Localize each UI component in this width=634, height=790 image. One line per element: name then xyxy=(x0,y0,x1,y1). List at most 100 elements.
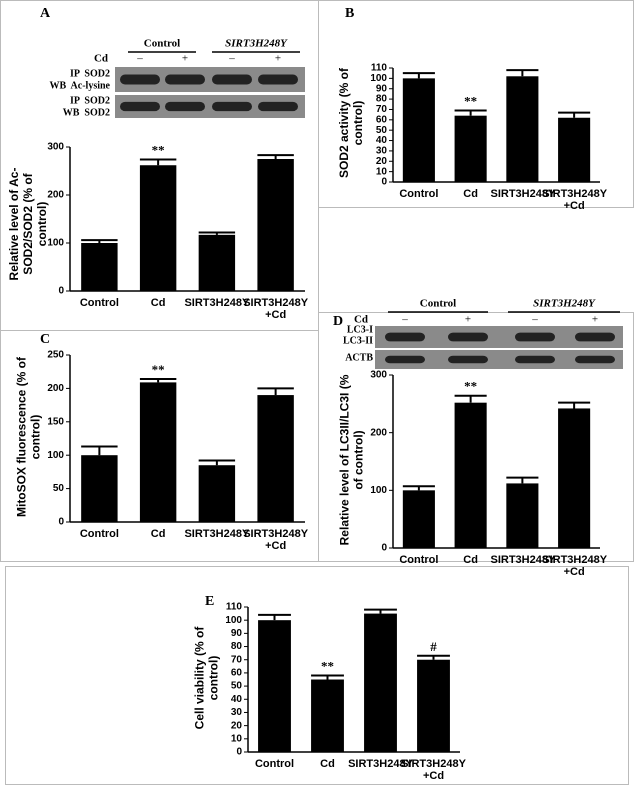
treatment-label: Cd xyxy=(94,53,108,65)
bar xyxy=(258,620,291,752)
y-tick-label: 20 xyxy=(376,156,388,167)
y-tick-label: 110 xyxy=(371,63,388,74)
significance: ** xyxy=(321,659,334,674)
blot-row-label: WB SOD2 xyxy=(63,107,110,118)
blot-band xyxy=(515,355,555,364)
treatment-sign: + xyxy=(592,314,598,326)
significance: # xyxy=(430,639,437,654)
bar xyxy=(139,165,177,291)
error-bar xyxy=(198,459,236,466)
treatment-sign: + xyxy=(275,53,281,65)
bar xyxy=(198,465,236,522)
y-axis-label: Cell viability (% of control) xyxy=(192,626,220,729)
y-tick-label: 90 xyxy=(231,628,243,639)
y-tick-label: 80 xyxy=(231,641,243,652)
blot-row-label: WB Ac-lysine xyxy=(49,80,110,91)
blot-band xyxy=(515,332,555,342)
x-tick-label: SIRT3H248Y xyxy=(348,758,413,770)
panel-label: A xyxy=(40,6,51,21)
blot-band xyxy=(575,355,615,364)
blot-band xyxy=(448,355,488,364)
y-tick-label: 60 xyxy=(231,668,243,679)
y-tick-label: 100 xyxy=(47,238,64,249)
blot-row-label: ACTB xyxy=(345,352,373,363)
x-tick-label: SIRT3H248Y +Cd xyxy=(243,297,309,321)
x-tick-label: SIRT3H248Y +Cd xyxy=(542,554,608,578)
x-tick-label: Control xyxy=(254,758,295,770)
blot-row-label: IP SOD2 xyxy=(70,95,110,106)
x-tick-label: SIRT3H248Y xyxy=(184,297,250,309)
group-label: Control xyxy=(144,38,180,50)
y-axis-label: MitoSOX fluorescence (% of control) xyxy=(14,356,42,517)
y-tick-label: 40 xyxy=(376,135,388,146)
bar xyxy=(506,483,539,548)
y-tick-label: 0 xyxy=(58,517,64,528)
blot-row-label: IP SOD2 xyxy=(70,68,110,79)
y-tick-label: 70 xyxy=(231,654,243,665)
group-label: SIRT3H248Y xyxy=(533,298,596,310)
bar xyxy=(454,402,487,548)
y-tick-label: 50 xyxy=(53,483,65,494)
y-tick-label: 100 xyxy=(225,615,242,626)
y-tick-label: 200 xyxy=(47,383,64,394)
y-tick-label: 300 xyxy=(370,370,387,381)
bar xyxy=(454,115,487,182)
y-tick-label: 200 xyxy=(370,427,387,438)
blot-band xyxy=(575,332,615,342)
blot-band xyxy=(385,332,425,342)
treatment-sign: – xyxy=(401,314,408,326)
x-tick-label: Control xyxy=(399,188,439,200)
blot-band xyxy=(448,332,488,342)
y-tick-label: 100 xyxy=(47,450,64,461)
significance: ** xyxy=(152,142,165,157)
bar xyxy=(558,117,591,182)
error-bar xyxy=(311,674,344,680)
group-label: Control xyxy=(420,298,456,310)
x-tick-label: SIRT3H248Y xyxy=(490,554,556,566)
x-tick-label: Control xyxy=(399,554,439,566)
y-tick-label: 250 xyxy=(47,350,64,361)
y-tick-label: 10 xyxy=(376,166,388,177)
treatment-sign: + xyxy=(465,314,471,326)
error-bar xyxy=(81,445,118,456)
error-bar xyxy=(364,608,397,614)
bar xyxy=(506,76,539,182)
blot-band xyxy=(258,74,298,85)
blot-band xyxy=(385,355,425,364)
significance: ** xyxy=(464,93,477,108)
x-tick-label: Cd xyxy=(463,554,478,566)
bar xyxy=(257,395,294,522)
y-tick-label: 100 xyxy=(370,485,387,496)
bar xyxy=(81,455,118,522)
y-tick-label: 30 xyxy=(376,146,388,157)
error-bar xyxy=(139,158,177,166)
y-axis-label: Relative level of LC3II/LC3I (% of contr… xyxy=(337,374,365,545)
treatment-sign: – xyxy=(531,314,538,326)
error-bar xyxy=(258,613,291,621)
blot-band xyxy=(258,101,298,112)
panel-label: D xyxy=(333,314,343,329)
bar xyxy=(311,679,344,752)
blot-band xyxy=(120,74,160,85)
x-tick-label: SIRT3H248Y xyxy=(184,528,250,540)
panel-label: C xyxy=(40,332,50,347)
bar xyxy=(417,659,450,752)
blot-row-label: LC3-II xyxy=(343,335,373,346)
y-tick-label: 100 xyxy=(370,73,387,84)
error-bar xyxy=(402,485,435,491)
x-tick-label: SIRT3H248Y xyxy=(490,188,556,200)
y-tick-label: 40 xyxy=(231,694,243,705)
y-tick-label: 60 xyxy=(376,114,388,125)
bar xyxy=(139,382,177,522)
x-tick-label: Cd xyxy=(320,758,335,770)
y-tick-label: 90 xyxy=(376,83,388,94)
blot-band xyxy=(120,101,160,112)
x-tick-label: Control xyxy=(79,528,119,540)
y-axis-label: Relative level of Ac-SOD2/SOD2 (% of con… xyxy=(7,167,49,281)
bar xyxy=(257,159,294,291)
bar xyxy=(402,490,435,548)
bar xyxy=(558,408,591,548)
bar xyxy=(198,234,236,291)
error-bar xyxy=(198,231,236,235)
